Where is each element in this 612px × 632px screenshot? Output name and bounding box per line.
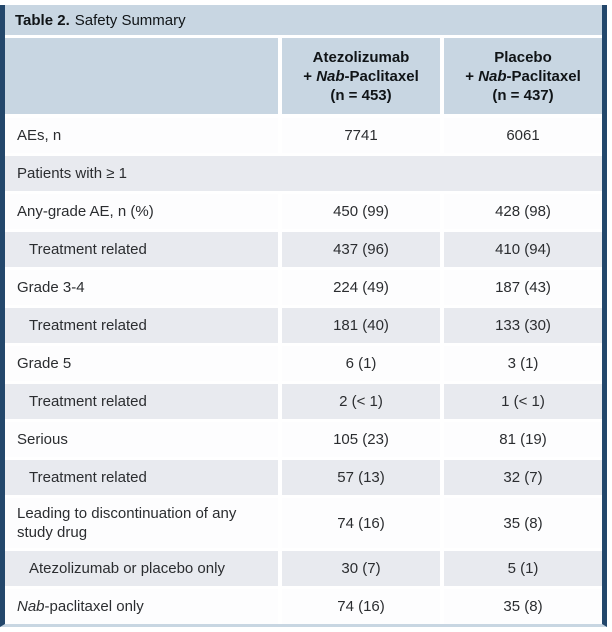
atezolizumab-value: 6 (1) <box>282 346 440 381</box>
table-header-row: Atezolizumab + Nab-Paclitaxel (n = 453) … <box>5 38 602 114</box>
placebo-value: 81 (19) <box>444 422 602 457</box>
table-row: AEs, n 7741 6061 <box>5 118 602 153</box>
atezolizumab-value: 74 (16) <box>282 498 440 548</box>
table-row: Treatment related 437 (96) 410 (94) <box>5 232 602 267</box>
table-row: Treatment related 2 (< 1) 1 (< 1) <box>5 384 602 419</box>
row-label: Serious <box>5 422 278 457</box>
placebo-value: 35 (8) <box>444 589 602 624</box>
placebo-value: 3 (1) <box>444 346 602 381</box>
table-row: Treatment related 181 (40) 133 (30) <box>5 308 602 343</box>
table-row: Any-grade AE, n (%) 450 (99) 428 (98) <box>5 194 602 229</box>
table-body: AEs, n 7741 6061 Patients with ≥ 1 Any-g… <box>5 118 602 624</box>
row-label: Treatment related <box>5 460 278 495</box>
table-row: Grade 3-4 224 (49) 187 (43) <box>5 270 602 305</box>
placebo-value: 410 (94) <box>444 232 602 267</box>
atezolizumab-value: 105 (23) <box>282 422 440 457</box>
header-line: + Nab-Paclitaxel <box>465 67 581 85</box>
section-label: Patients with ≥ 1 <box>5 156 602 191</box>
placebo-value: 6061 <box>444 118 602 153</box>
atezolizumab-value: 437 (96) <box>282 232 440 267</box>
atezolizumab-value: 7741 <box>282 118 440 153</box>
table-number: Table 2. <box>15 11 70 29</box>
table-row: Grade 5 6 (1) 3 (1) <box>5 346 602 381</box>
column-header-placebo: Placebo + Nab-Paclitaxel (n = 437) <box>444 38 602 114</box>
row-label: Grade 5 <box>5 346 278 381</box>
table-title: Table 2. Safety Summary <box>5 5 602 35</box>
placebo-value: 1 (< 1) <box>444 384 602 419</box>
column-header-atezolizumab: Atezolizumab + Nab-Paclitaxel (n = 453) <box>282 38 440 114</box>
table-row: Atezolizumab or placebo only 30 (7) 5 (1… <box>5 551 602 586</box>
placebo-value: 35 (8) <box>444 498 602 548</box>
table-title-text: Safety Summary <box>74 11 186 29</box>
placebo-value: 428 (98) <box>444 194 602 229</box>
row-label: Grade 3-4 <box>5 270 278 305</box>
placebo-value: 187 (43) <box>444 270 602 305</box>
table-row: Serious 105 (23) 81 (19) <box>5 422 602 457</box>
column-header-empty <box>5 38 278 114</box>
atezolizumab-value: 181 (40) <box>282 308 440 343</box>
atezolizumab-value: 2 (< 1) <box>282 384 440 419</box>
table-row: Leading to discontinuation of any study … <box>5 498 602 548</box>
table-row: Nab -paclitaxel only 74 (16) 35 (8) <box>5 589 602 624</box>
safety-summary-table: Table 2. Safety Summary Atezolizumab + N… <box>0 5 607 627</box>
atezolizumab-value: 30 (7) <box>282 551 440 586</box>
atezolizumab-value: 74 (16) <box>282 589 440 624</box>
placebo-value: 32 (7) <box>444 460 602 495</box>
atezolizumab-value: 57 (13) <box>282 460 440 495</box>
header-line: Placebo <box>494 48 552 66</box>
placebo-value: 133 (30) <box>444 308 602 343</box>
header-line: + Nab-Paclitaxel <box>303 67 419 85</box>
row-label: Treatment related <box>5 384 278 419</box>
table-section-row: Patients with ≥ 1 <box>5 156 602 191</box>
atezolizumab-value: 450 (99) <box>282 194 440 229</box>
atezolizumab-value: 224 (49) <box>282 270 440 305</box>
header-line: (n = 453) <box>330 86 392 104</box>
placebo-value: 5 (1) <box>444 551 602 586</box>
row-label: Treatment related <box>5 308 278 343</box>
row-label: Nab -paclitaxel only <box>5 589 278 624</box>
row-label: Atezolizumab or placebo only <box>5 551 278 586</box>
table-row: Treatment related 57 (13) 32 (7) <box>5 460 602 495</box>
row-label: AEs, n <box>5 118 278 153</box>
header-line: Atezolizumab <box>312 48 410 66</box>
row-label: Any-grade AE, n (%) <box>5 194 278 229</box>
row-label: Treatment related <box>5 232 278 267</box>
row-label: Leading to discontinuation of any study … <box>5 498 278 548</box>
header-line: (n = 437) <box>492 86 554 104</box>
